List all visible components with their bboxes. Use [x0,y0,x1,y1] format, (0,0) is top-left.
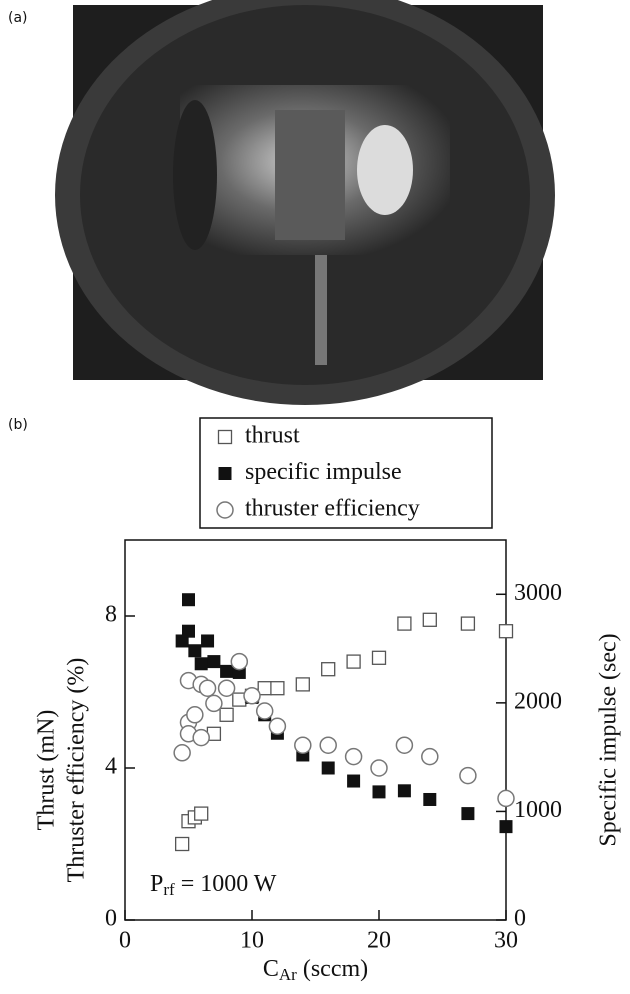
y2-tick-label: 3000 [514,580,562,606]
data-point [243,687,261,705]
data-point [198,679,217,697]
legend-label: thruster efficiency [245,496,420,522]
data-point [459,766,477,785]
data-point [201,634,215,648]
legend-marker [218,467,232,480]
data-point [347,774,361,788]
data-point [217,679,236,697]
x-axis-label: CAr (sccm) [263,956,368,984]
panel-label: (a) [8,10,28,26]
x-tick-label: 10 [240,928,264,954]
data-point [421,747,439,766]
x-tick-label: 30 [494,928,518,954]
data-point [346,654,361,669]
x-axis-label-tail: (sccm) [297,956,368,982]
data-point [219,707,234,722]
y-tick-label: 8 [105,602,117,628]
y-tick-label: 0 [105,906,117,932]
data-point [344,747,363,766]
data-point [497,789,515,808]
x-tick-label: 20 [367,928,391,954]
data-point [207,655,221,669]
photo [55,0,555,405]
data-point [194,657,208,671]
data-point [220,664,234,678]
legend-marker [216,501,234,519]
legend-label: thrust [245,423,300,449]
panel-label: (b) [8,417,28,433]
x-tick-label: 0 [119,928,131,954]
data-point [319,736,337,754]
data-point [194,806,209,821]
y-axis-label: Thrust (mN) [34,710,60,831]
data-point [321,662,336,677]
data-point [498,624,514,639]
data-point [499,820,513,834]
annotation: Prf = 1000 W [150,871,277,899]
data-point [205,694,223,713]
legend-label: specific impulse [245,459,402,485]
y2-tick-label: 0 [514,906,526,932]
data-point [173,744,191,762]
annotation-sub: rf [163,880,175,899]
y2-tick-label: 2000 [514,688,562,714]
data-point [192,728,210,747]
plot-frame [124,539,507,921]
legend-marker [217,429,233,445]
y2-tick-label: 1000 [514,797,562,823]
annotation-tail: = 1000 W [175,871,277,897]
data-point [255,702,274,720]
data-point [270,681,285,696]
data-point [182,593,195,607]
x-axis-label-sub: Ar [279,965,297,984]
data-point [423,792,437,806]
data-point [188,644,202,658]
data-point [422,612,437,627]
data-point [395,736,414,754]
data-point [397,616,412,631]
data-point [321,761,335,775]
legend-box [199,417,493,529]
data-point [230,652,249,671]
data-point [461,807,475,821]
data-point [370,759,388,777]
y-tick-label: 4 [105,754,117,780]
data-point [175,634,189,648]
data-point [460,616,476,631]
data-point [182,624,195,638]
data-point [295,677,310,692]
data-point [371,650,387,665]
y-axis-label: Thruster efficiency (%) [64,658,90,883]
data-point [268,717,287,735]
data-point [294,736,312,754]
data-point [174,836,190,852]
data-point [372,785,386,799]
annotation-main: P [150,871,163,897]
x-axis-label-main: C [263,956,279,982]
y2-axis-label: Specific impulse (sec) [596,633,622,846]
data-point [397,784,411,798]
data-point [186,706,204,724]
